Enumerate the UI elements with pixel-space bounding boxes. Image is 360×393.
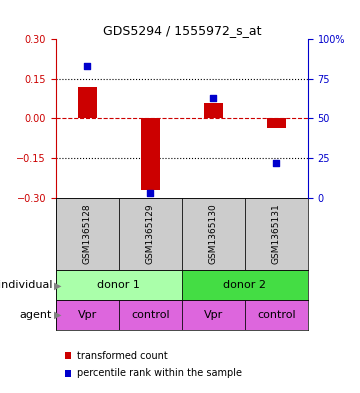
Title: GDS5294 / 1555972_s_at: GDS5294 / 1555972_s_at [103,24,261,37]
Text: individual: individual [0,280,52,290]
Bar [119,198,182,270]
Bar [267,118,286,128]
Bar [182,270,308,300]
Bar [65,370,71,377]
Point [210,95,216,101]
Point [274,160,279,166]
Bar [65,352,71,359]
Text: ▶: ▶ [54,280,62,290]
Bar [56,270,182,300]
Text: GSM1365130: GSM1365130 [209,204,218,264]
Text: transformed count: transformed count [77,351,168,361]
Bar [245,300,308,330]
Text: GSM1365128: GSM1365128 [83,204,92,264]
Text: control: control [257,310,296,320]
Bar [119,300,182,330]
Text: agent: agent [20,310,52,320]
Bar [78,87,97,118]
Bar [56,198,119,270]
Bar [141,118,160,190]
Point [148,190,153,196]
Text: ▶: ▶ [54,310,62,320]
Bar [182,198,245,270]
Bar [245,198,308,270]
Bar [182,300,245,330]
Text: control: control [131,310,170,320]
Bar [204,103,223,118]
Text: donor 2: donor 2 [223,280,266,290]
Text: GSM1365131: GSM1365131 [272,204,281,264]
Text: GSM1365129: GSM1365129 [146,204,155,264]
Text: percentile rank within the sample: percentile rank within the sample [77,368,242,378]
Text: Vpr: Vpr [78,310,97,320]
Point [84,63,90,70]
Bar [56,300,119,330]
Text: donor 1: donor 1 [97,280,140,290]
Text: Vpr: Vpr [204,310,223,320]
